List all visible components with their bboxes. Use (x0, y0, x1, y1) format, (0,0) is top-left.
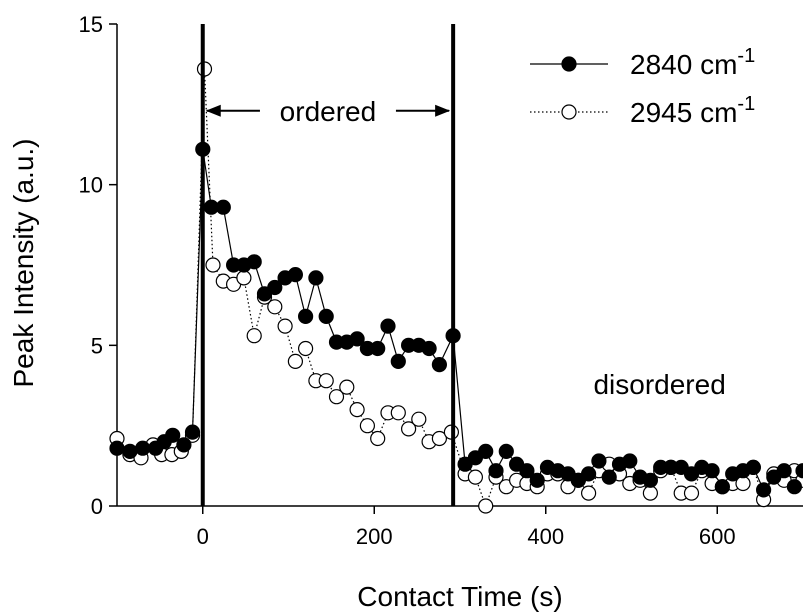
data-point-series-1 (601, 469, 617, 485)
data-point-series-1 (478, 443, 494, 459)
data-point-series-2 (318, 373, 334, 389)
data-point-series-2 (287, 353, 303, 369)
data-point-series-1 (246, 254, 262, 270)
legend: 2840 cm-1 2945 cm-1 (530, 45, 755, 128)
ordered-label: ordered (280, 96, 377, 127)
x-axis-title: Contact Time (s) (357, 581, 562, 612)
data-point-series-1 (370, 340, 386, 357)
data-point-series-1 (318, 308, 334, 324)
data-point-series-1 (745, 459, 761, 475)
data-point-series-1 (529, 472, 545, 488)
data-point-series-1 (135, 440, 151, 456)
data-point-series-1 (488, 463, 504, 479)
data-point-series-1 (431, 357, 447, 373)
data-point-series-1 (786, 479, 803, 495)
y-axis-title: Peak Intensity (a.u.) (8, 138, 39, 387)
x-tick-label: 200 (356, 524, 393, 549)
data-point-series-1 (109, 440, 125, 456)
axes: 0 200 400 600 0 5 10 15 (79, 12, 736, 549)
data-point-series-1 (580, 466, 597, 482)
data-point-series-2 (328, 389, 345, 405)
data-point-series-1 (591, 453, 607, 469)
data-point-series-2 (349, 402, 365, 418)
arrow-right-head (435, 104, 451, 117)
data-point-series-2 (411, 411, 427, 427)
data-point-series-1 (755, 482, 772, 498)
y-tick-label: 5 (91, 333, 103, 358)
data-marks (109, 24, 803, 514)
data-point-series-2 (467, 469, 483, 485)
data-point-series-2 (580, 485, 597, 501)
data-point-series-1 (176, 437, 192, 453)
data-point-series-1 (421, 340, 437, 357)
legend-label-1: 2840 cm-1 (630, 45, 755, 80)
y-tick-label: 10 (79, 173, 103, 198)
data-point-series-1 (184, 424, 201, 440)
data-point-series-2 (359, 418, 375, 434)
data-point-series-2 (401, 421, 417, 437)
data-point-series-1 (519, 463, 535, 479)
x-tick-label: 0 (197, 524, 209, 549)
data-point-series-2 (205, 257, 221, 273)
data-point-series-1 (776, 463, 792, 479)
data-point-series-1 (287, 267, 303, 283)
data-point-series-1 (308, 270, 324, 286)
data-point-series-2 (390, 405, 406, 421)
disordered-label: disordered (593, 369, 725, 400)
data-point-series-1 (642, 472, 659, 488)
arrow-left-head (205, 104, 221, 117)
data-point-series-2 (370, 430, 386, 447)
data-point-series-2 (339, 379, 355, 395)
data-point-series-2 (683, 485, 700, 501)
data-point-series-1 (498, 443, 514, 459)
y-tick-label: 15 (79, 12, 103, 37)
data-point-series-1 (298, 308, 314, 324)
data-point-series-1 (215, 199, 231, 215)
data-point-series-2 (246, 328, 262, 344)
data-point-series-1 (267, 279, 283, 296)
plot-area (116, 24, 803, 507)
legend-marker-2 (561, 104, 577, 120)
data-point-series-1 (122, 443, 138, 459)
data-point-series-1 (704, 463, 720, 479)
data-point-series-2 (478, 498, 494, 514)
annotations: ordered disordered (205, 96, 726, 400)
data-point-series-2 (267, 299, 283, 315)
data-point-series-2 (431, 430, 447, 447)
series-line-1 (116, 149, 803, 492)
data-point-series-1 (380, 318, 396, 334)
data-point-series-2 (298, 340, 314, 357)
data-point-series-1 (622, 453, 638, 469)
data-point-series-1 (349, 331, 365, 347)
legend-marker-1 (561, 56, 577, 72)
data-point-series-2 (277, 318, 293, 334)
y-tick-label: 0 (91, 494, 103, 519)
x-tick-label: 400 (527, 524, 564, 549)
data-point-series-1 (795, 463, 803, 479)
legend-label-2: 2945 cm-1 (630, 93, 755, 128)
data-point-series-1 (714, 479, 731, 495)
data-point-series-2 (236, 270, 252, 286)
x-tick-label: 600 (699, 524, 736, 549)
data-point-series-1 (390, 353, 406, 369)
data-point-series-2 (642, 485, 659, 501)
data-point-series-1 (165, 427, 181, 443)
